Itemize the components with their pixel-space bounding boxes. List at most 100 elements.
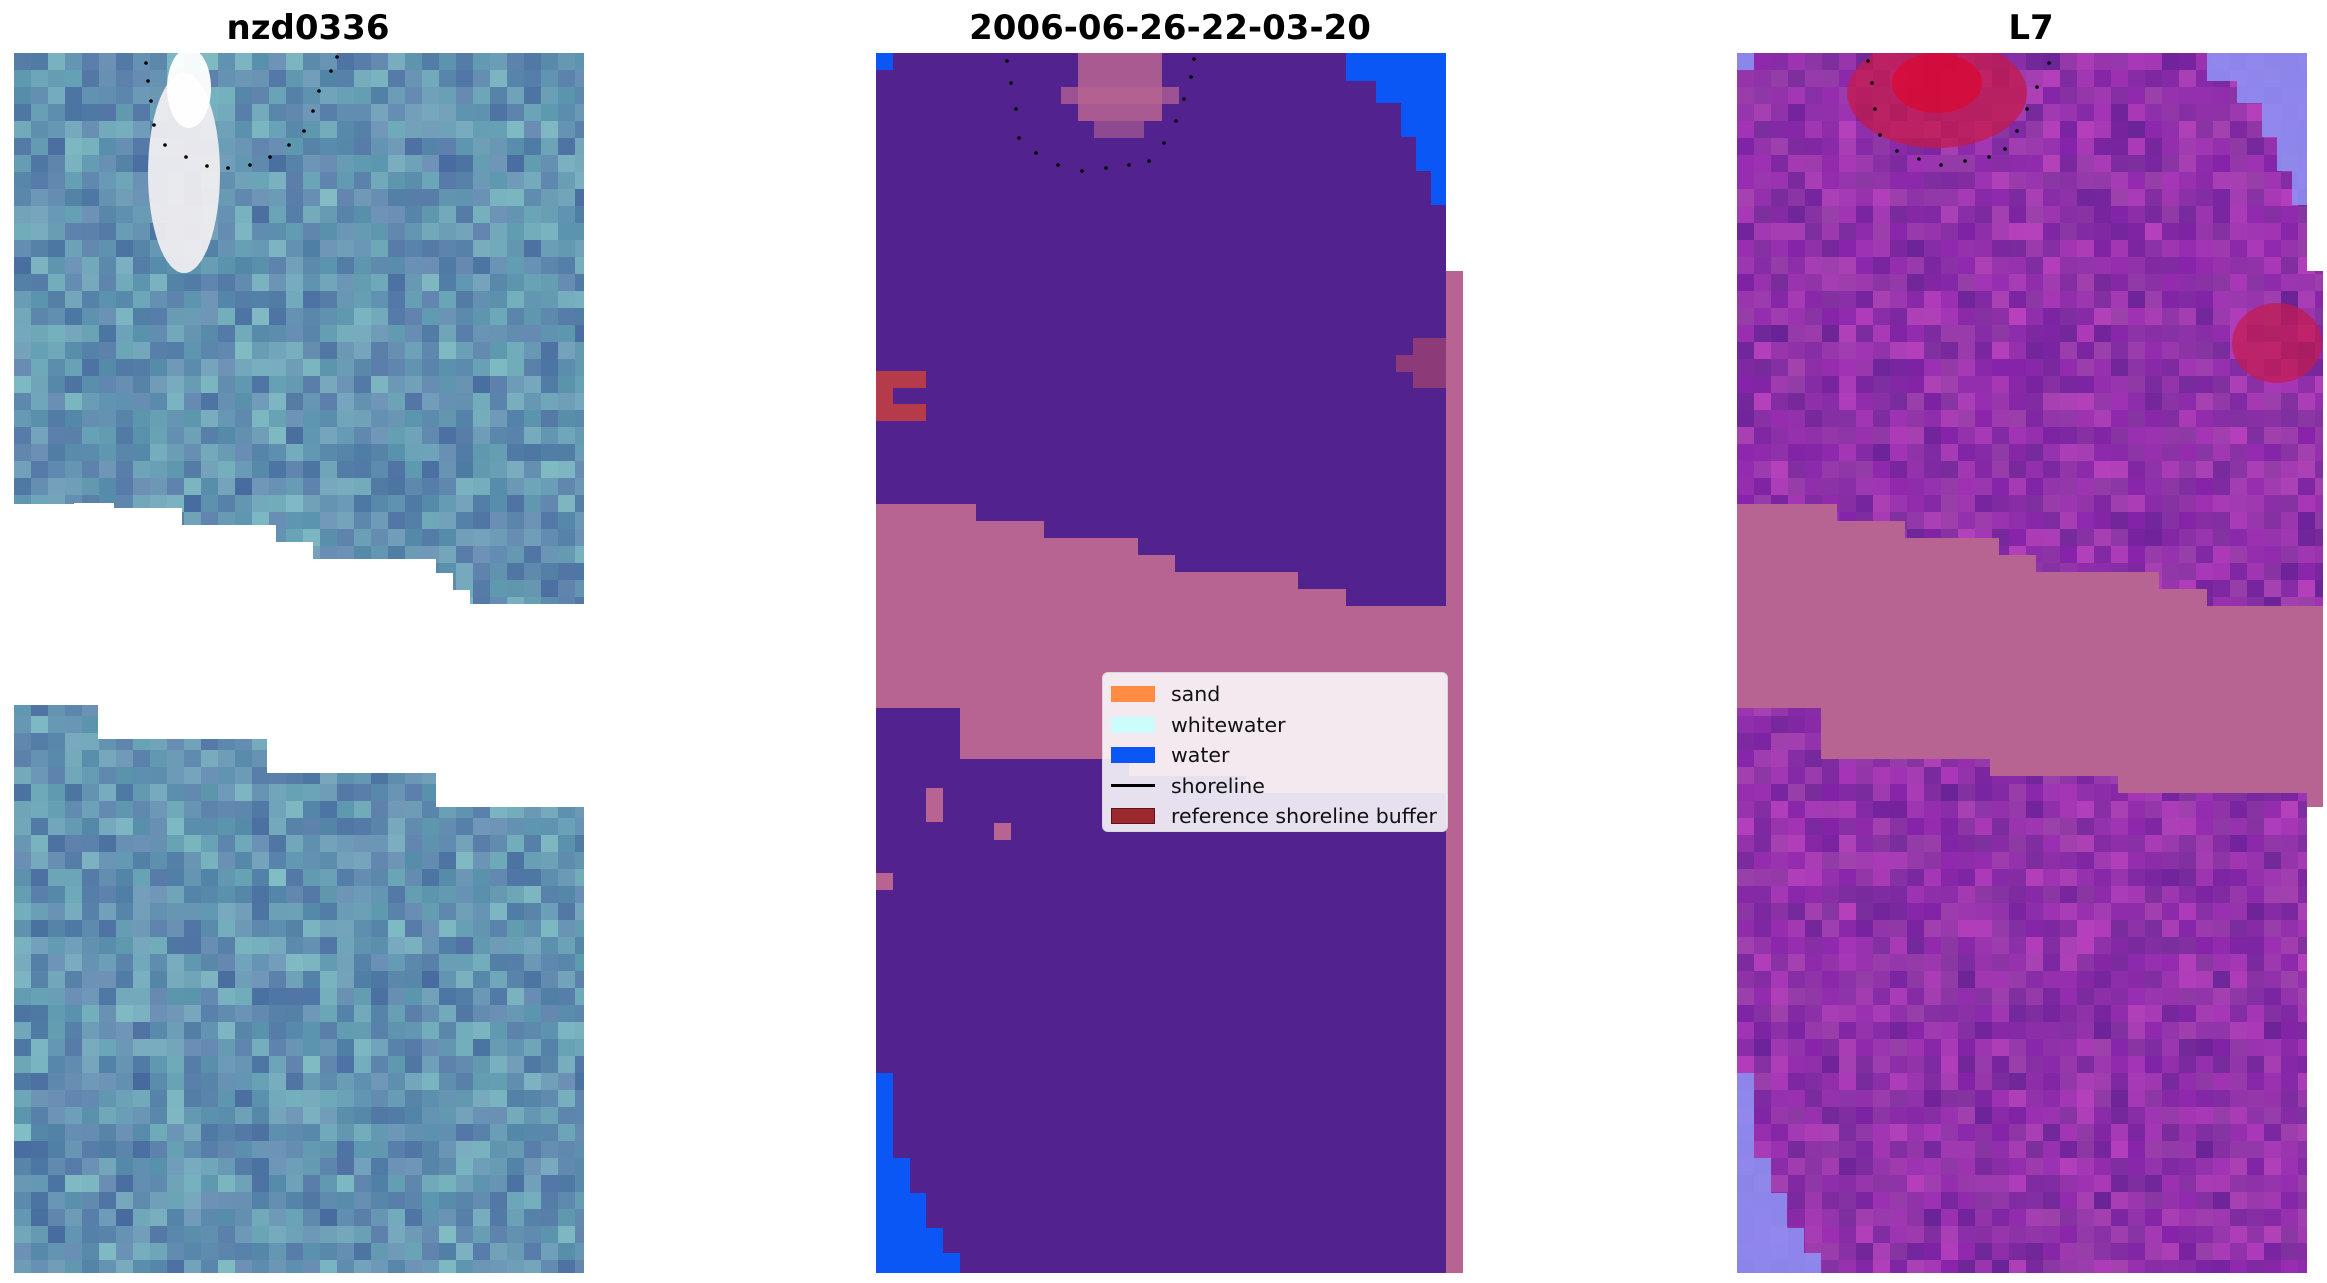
pixel-cell [303,1158,321,1176]
pixel-cell [303,1056,321,1074]
pixel-cell [65,291,83,309]
pixel-cell [1992,1226,2010,1244]
pixel-cell [2111,937,2129,955]
pixel-cell [2094,1107,2112,1125]
pixel-cell [286,444,304,462]
pixel-cell [31,563,49,581]
pixel-cell [2264,563,2282,581]
pixel-cell [1941,155,1959,173]
pixel-cell [2145,393,2163,411]
pixel-cell [2128,801,2146,819]
pixel-cell [82,614,100,632]
pixel-cell [507,427,525,445]
pixel-cell [320,1090,338,1108]
pixel-cell [2111,121,2129,139]
pixel-cell [456,427,474,445]
pixel-cell [2162,529,2180,547]
pixel-cell [507,835,525,853]
pixel-cell [541,393,559,411]
pixel-cell [1975,325,1993,343]
pixel-cell [2077,801,2095,819]
pixel-cell [1941,1141,1959,1159]
pixel-cell [218,1226,236,1244]
pixel-cell [116,580,134,598]
pixel-cell [490,1209,508,1227]
pixel-cell [439,87,457,105]
pixel-cell [1822,1090,1840,1108]
pixel-cell [133,733,151,751]
pixel-cell [558,512,576,530]
pixel-cell [1754,1141,1772,1159]
pixel-cell [1975,138,1993,156]
pixel-cell [2315,274,2323,292]
pixel-cell [167,495,185,513]
pixel-cell [150,1192,168,1210]
pixel-cell [2247,1226,2265,1244]
pixel-cell [2179,818,2197,836]
pixel-cell [14,495,32,513]
pixel-cell [303,1175,321,1193]
pixel-cell [31,189,49,207]
pixel-cell [2077,1175,2095,1193]
pixel-cell [82,461,100,479]
pixel-cell [473,869,491,887]
pixel-cell [2213,1073,2231,1091]
pixel-cell [1941,359,1959,377]
pixel-cell [2230,1124,2248,1142]
pixel-cell [269,1192,287,1210]
pixel-cell [524,274,542,292]
pixel-cell [337,495,355,513]
pixel-cell [1737,767,1755,785]
pixel-cell [269,631,287,649]
pixel-cell [507,495,525,513]
pixel-cell [133,359,151,377]
pixel-cell [507,563,525,581]
pixel-cell [2043,189,2061,207]
pixel-cell [286,1243,304,1261]
pixel-cell [456,529,474,547]
pixel-cell [167,376,185,394]
pixel-cell [2315,240,2323,258]
pixel-cell [2145,87,2163,105]
pixel-cell [99,376,117,394]
pixel-cell [14,1039,32,1057]
pixel-cell [2213,478,2231,496]
pixel-cell [2026,1124,2044,1142]
pixel-cell [133,971,151,989]
pixel-cell [1822,1039,1840,1057]
pixel-cell [269,614,287,632]
pixel-cell [184,971,202,989]
pixel-cell [507,223,525,241]
pixel-cell [1958,869,1976,887]
pixel-cell [320,648,338,666]
pixel-cell [1856,478,1874,496]
pixel-cell [371,1056,389,1074]
pixel-cell [2179,376,2197,394]
pixel-cell [558,393,576,411]
pixel-cell [1975,308,1993,326]
pixel-cell [1856,784,1874,802]
pixel-cell [2264,1192,2282,1210]
pixel-cell [31,1141,49,1159]
pixel-cell [14,478,32,496]
pixel-cell [150,852,168,870]
pixel-cell [575,631,584,649]
pixel-cell [490,257,508,275]
pixel-cell [14,988,32,1006]
pixel-cell [473,393,491,411]
pixel-cell [1754,291,1772,309]
pixel-cell [65,665,83,683]
pixel-cell [524,376,542,394]
pixel-cell [48,631,66,649]
pixel-cell [1805,223,1823,241]
pixel-cell [490,546,508,564]
pixel-cell [388,920,406,938]
pixel-cell [2298,546,2316,564]
pixel-cell [2196,87,2214,105]
pixel-cell [252,223,270,241]
pixel-cell [2128,1107,2146,1125]
pixel-cell [541,869,559,887]
pixel-cell [2247,1056,2265,1074]
pixel-cell [252,291,270,309]
pixel-cell [48,138,66,156]
